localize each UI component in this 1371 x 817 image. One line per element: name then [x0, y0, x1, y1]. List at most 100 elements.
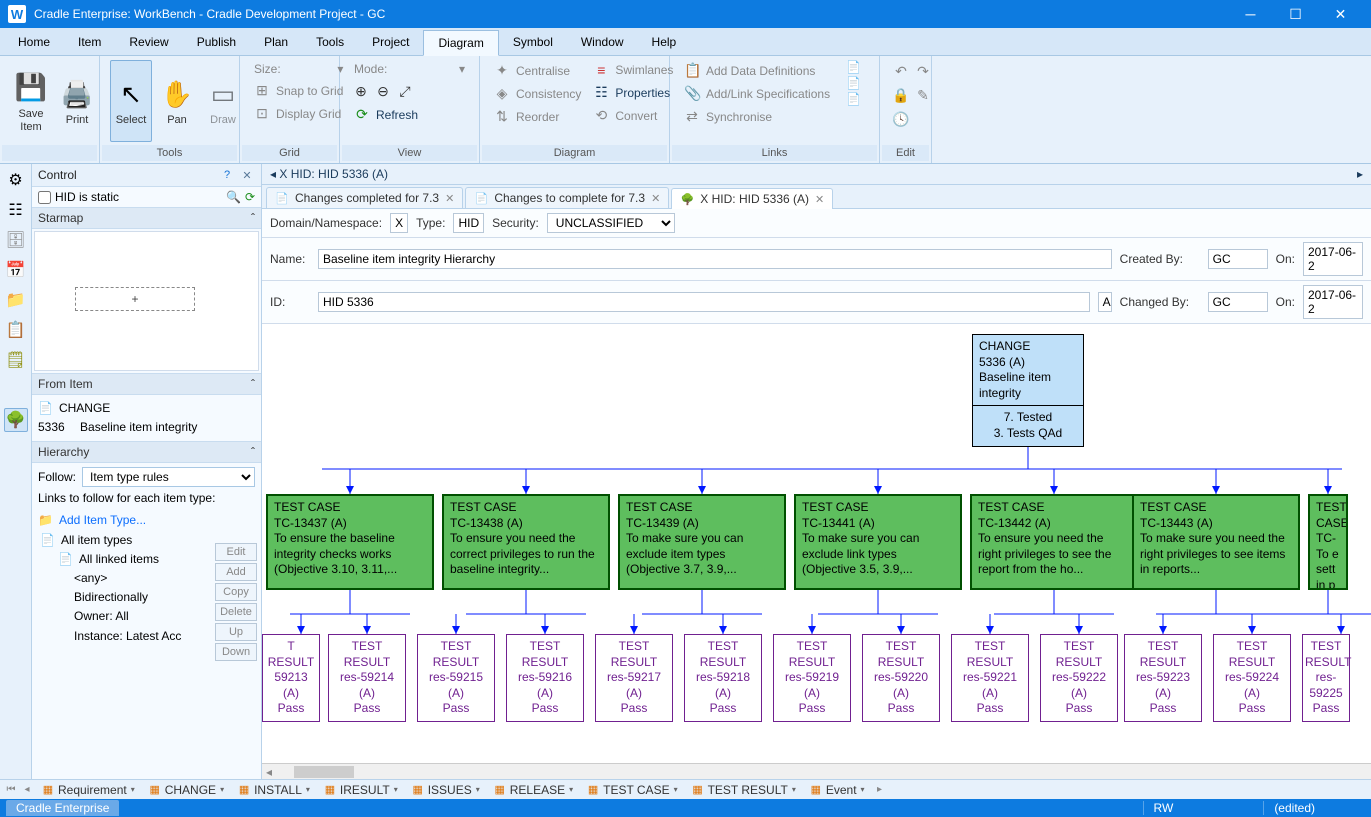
link-icon-3[interactable]: 📄 [846, 92, 861, 106]
help-icon[interactable]: ? [219, 167, 235, 183]
change-node[interactable]: CHANGE5336 (A)Baseline item integrity7. … [972, 334, 1084, 447]
add-button[interactable]: Add [215, 563, 257, 581]
testresult-node[interactable]: TEST RESULTres-59224 (A)Pass [1213, 634, 1291, 722]
testcase-node[interactable]: TEST CASETC-13441 (A)To make sure you ca… [794, 494, 962, 590]
rail-calendar-icon[interactable]: 📅 [4, 258, 28, 282]
bottom-tab-test-result[interactable]: ▦TEST RESULT▾ [686, 783, 802, 797]
menu-publish[interactable]: Publish [183, 30, 250, 54]
horizontal-scrollbar[interactable]: ◂ [262, 763, 1371, 779]
print-button[interactable]: 🖨️ Print [56, 60, 98, 142]
copy-button[interactable]: Copy [215, 583, 257, 601]
rail-folder-icon[interactable]: 📁 [4, 288, 28, 312]
name-input[interactable] [318, 249, 1112, 269]
bottom-tab-test-case[interactable]: ▦TEST CASE▾ [581, 783, 683, 797]
testresult-node[interactable]: TEST RESULTres-59216 (A)Pass [506, 634, 584, 722]
edit-button[interactable]: Edit [215, 543, 257, 561]
panel-search-icon[interactable]: 🔍 [226, 190, 241, 204]
testresult-node[interactable]: TEST RESULTres-59217 (A)Pass [595, 634, 673, 722]
testresult-node[interactable]: TEST RESULTres-59215 (A)Pass [417, 634, 495, 722]
history-icon[interactable]: 🕓 [892, 110, 910, 128]
rail-blank-icon[interactable] [4, 378, 28, 402]
bottom-tab-change[interactable]: ▦CHANGE▾ [143, 783, 230, 797]
zoom-in-icon[interactable]: ⊕ [352, 82, 370, 100]
add-data-def-button[interactable]: 📋Add Data Definitions [680, 60, 834, 81]
testcase-node[interactable]: TEST CASETC-13437 (A)To ensure the basel… [266, 494, 434, 590]
edit-icon[interactable]: ✎ [914, 86, 932, 104]
tab-close-icon[interactable]: ✕ [445, 192, 454, 205]
minimize-button[interactable]: ─ [1228, 0, 1273, 28]
testresult-node[interactable]: T RESULT59213 (A)Pass [262, 634, 320, 722]
up-button[interactable]: Up [215, 623, 257, 641]
size-dropdown[interactable]: Size:▾ [250, 60, 347, 78]
bt-nav-next[interactable]: ▸ [873, 784, 887, 795]
link-icon-2[interactable]: 📄 [846, 76, 861, 90]
document-tab[interactable]: 🌳X HID: HID 5336 (A)✕ [671, 188, 833, 209]
testresult-node[interactable]: TEST RESULTres-59219 (A)Pass [773, 634, 851, 722]
menu-symbol[interactable]: Symbol [499, 30, 567, 54]
snap-to-grid-button[interactable]: ⊞Snap to Grid [250, 80, 347, 101]
fit-icon[interactable]: ⤢ [396, 82, 414, 100]
starmap-header[interactable]: Starmapˆ [32, 207, 261, 229]
redo-icon[interactable]: ↷ [914, 62, 932, 80]
menu-home[interactable]: Home [4, 30, 64, 54]
document-tab[interactable]: 📄Changes to complete for 7.3✕ [465, 187, 669, 208]
menu-window[interactable]: Window [567, 30, 638, 54]
add-item-type-link[interactable]: 📁Add Item Type... [38, 511, 255, 530]
display-grid-button[interactable]: ⊡Display Grid [250, 103, 347, 124]
follow-select[interactable]: Item type rules [82, 467, 255, 487]
zoom-out-icon[interactable]: ⊖ [374, 82, 392, 100]
testresult-node[interactable]: TEST RESULTres-59218 (A)Pass [684, 634, 762, 722]
close-panel-icon[interactable]: ✕ [239, 167, 255, 183]
id-input[interactable] [318, 292, 1090, 312]
menu-project[interactable]: Project [358, 30, 423, 54]
rail-hierarchy-icon[interactable]: 🌳 [4, 408, 28, 432]
testresult-node[interactable]: TEST RESULTres-59221 (A)Pass [951, 634, 1029, 722]
swimlanes-button[interactable]: ≡Swimlanes [589, 60, 677, 80]
tab-close-icon[interactable]: ✕ [815, 193, 824, 206]
rail-db-icon[interactable]: 🗄 [4, 228, 28, 252]
testcase-node[interactable]: TEST CASETC-13439 (A)To make sure you ca… [618, 494, 786, 590]
lock-icon[interactable]: 🔒 [892, 86, 910, 104]
domain-value[interactable]: X [390, 213, 408, 233]
tab-close-icon[interactable]: ✕ [651, 192, 660, 205]
testcase-node[interactable]: TEST CASETC-13443 (A)To make sure you ne… [1132, 494, 1300, 590]
starmap-canvas[interactable] [34, 231, 259, 371]
properties-button[interactable]: ☷Properties [589, 82, 677, 103]
testresult-node[interactable]: TEST RESULTres-59222 (A)Pass [1040, 634, 1118, 722]
from-item-header[interactable]: From Itemˆ [32, 373, 261, 395]
bottom-tab-release[interactable]: ▦RELEASE▾ [488, 783, 579, 797]
down-button[interactable]: Down [215, 643, 257, 661]
hid-static-checkbox[interactable] [38, 191, 51, 204]
menu-plan[interactable]: Plan [250, 30, 302, 54]
menu-review[interactable]: Review [115, 30, 182, 54]
menu-help[interactable]: Help [638, 30, 691, 54]
panel-refresh-icon[interactable]: ⟳ [245, 190, 255, 204]
testcase-node[interactable]: TEST CASETC-13442 (A)To ensure you need … [970, 494, 1138, 590]
type-value[interactable]: HID [453, 213, 484, 233]
consistency-button[interactable]: ◈Consistency [490, 83, 585, 104]
menu-tools[interactable]: Tools [302, 30, 358, 54]
delete-button[interactable]: Delete [215, 603, 257, 621]
menu-diagram[interactable]: Diagram [423, 30, 498, 56]
bottom-tab-event[interactable]: ▦Event▾ [804, 783, 871, 797]
convert-button[interactable]: ⟲Convert [589, 105, 677, 126]
diagram-canvas[interactable]: CHANGE5336 (A)Baseline item integrity7. … [262, 324, 1371, 763]
testcase-node[interactable]: TEST CASETC-To e sett in p [1308, 494, 1348, 590]
link-icon-1[interactable]: 📄 [846, 60, 861, 74]
menu-item[interactable]: Item [64, 30, 115, 54]
draw-tool-button[interactable]: ▭ Draw [202, 60, 244, 142]
bottom-tab-requirement[interactable]: ▦Requirement▾ [36, 783, 141, 797]
maximize-button[interactable]: ☐ [1273, 0, 1318, 28]
bt-nav-prev[interactable]: ◂ [20, 784, 34, 795]
starmap-viewport[interactable] [75, 287, 195, 311]
centralise-button[interactable]: ✦Centralise [490, 60, 585, 81]
testresult-node[interactable]: TEST RESULTres-59223 (A)Pass [1124, 634, 1202, 722]
bt-nav-first[interactable]: ⏮ [4, 784, 18, 795]
reorder-button[interactable]: ⇅Reorder [490, 106, 585, 127]
security-select[interactable]: UNCLASSIFIED [547, 213, 675, 233]
undo-icon[interactable]: ↶ [892, 62, 910, 80]
rail-notes-icon[interactable]: 🗒 [4, 348, 28, 372]
pan-tool-button[interactable]: ✋ Pan [156, 60, 198, 142]
bottom-tab-iresult[interactable]: ▦IRESULT▾ [318, 783, 404, 797]
select-tool-button[interactable]: ↖ Select [110, 60, 152, 142]
